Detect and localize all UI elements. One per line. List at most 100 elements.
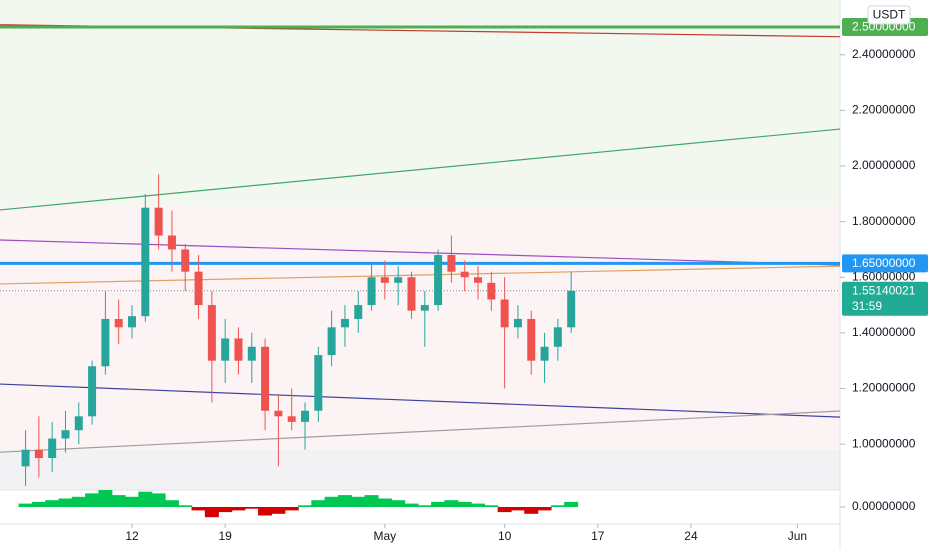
candle-body xyxy=(314,355,323,411)
x-tick-label: May xyxy=(374,529,397,543)
candle-body xyxy=(487,282,496,300)
oscillator-bar xyxy=(391,500,406,507)
oscillator-bar xyxy=(271,507,286,514)
trend-line xyxy=(0,128,840,211)
candle-body xyxy=(74,416,83,431)
oscillator-bar xyxy=(71,496,86,507)
oscillator-bar xyxy=(524,507,539,514)
candle-body xyxy=(194,271,203,306)
candle-body xyxy=(274,410,283,417)
oscillator-bar xyxy=(337,495,352,507)
candle-body xyxy=(567,290,576,328)
candle-body xyxy=(234,338,243,361)
y-tick-label: 1.20000000 xyxy=(852,381,916,395)
candle-body xyxy=(261,346,270,411)
oscillator-bar xyxy=(510,507,525,511)
trend-line xyxy=(0,410,840,453)
candle-body xyxy=(128,316,137,328)
countdown-label: 31:59 xyxy=(852,299,882,313)
oscillator-bar xyxy=(58,498,73,507)
oscillator-bar xyxy=(497,507,512,513)
oscillator-bar xyxy=(18,503,33,507)
candle-body xyxy=(434,255,443,306)
y-tick-label: 0.00000000 xyxy=(852,499,916,513)
currency-box xyxy=(867,5,911,25)
candle-body xyxy=(367,277,376,306)
y-tick-label: 2.20000000 xyxy=(852,103,916,117)
oscillator-bar xyxy=(431,501,446,507)
oscillator-bar xyxy=(311,500,326,507)
oscillator-bar xyxy=(31,501,46,507)
currency-label: USDT xyxy=(873,8,906,22)
candle-body xyxy=(354,305,363,319)
oscillator-bar xyxy=(537,507,552,511)
candle-body xyxy=(394,277,403,283)
candle-body xyxy=(34,449,43,459)
candle-body xyxy=(101,318,110,367)
zone-middle xyxy=(0,205,840,450)
candle-body xyxy=(540,346,549,361)
oscillator-bar xyxy=(258,507,273,516)
trend-line xyxy=(0,265,840,285)
candle-body xyxy=(407,277,416,311)
x-tick-label: 24 xyxy=(684,529,698,543)
oscillator-bar xyxy=(164,500,179,507)
candle-body xyxy=(154,207,163,236)
candle-body xyxy=(460,271,469,278)
oscillator-bar xyxy=(204,507,219,518)
oscillator-bar xyxy=(111,495,126,507)
x-tick-label: 19 xyxy=(218,529,232,543)
oscillator-bar xyxy=(564,501,579,507)
oscillator-bar xyxy=(484,505,499,507)
candle-body xyxy=(21,449,30,467)
candle-body xyxy=(340,318,349,328)
x-tick-label: 17 xyxy=(591,529,605,543)
candle-body xyxy=(114,318,123,328)
candle-body xyxy=(500,299,509,328)
oscillator xyxy=(18,490,579,518)
oscillator-bar xyxy=(151,493,166,507)
oscillator-bar xyxy=(351,496,366,507)
y-tick-label: 2.40000000 xyxy=(852,47,916,61)
drawings xyxy=(0,24,840,453)
oscillator-bar xyxy=(324,496,339,507)
oscillator-bar xyxy=(125,496,140,507)
oscillator-bar xyxy=(85,493,100,507)
candle-body xyxy=(88,366,97,417)
oscillator-bar xyxy=(444,500,459,507)
candle-body xyxy=(301,410,310,422)
oscillator-bar xyxy=(417,505,432,507)
last-price-box xyxy=(842,281,928,316)
candle-body xyxy=(447,255,456,272)
candle-body xyxy=(553,327,562,347)
oscillator-bar xyxy=(457,501,472,507)
x-tick-label: 10 xyxy=(498,529,512,543)
candle-body xyxy=(527,318,536,361)
price-label: 1.65000000 xyxy=(852,256,916,270)
candle-body xyxy=(221,338,230,361)
oscillator-bar xyxy=(45,500,60,507)
oscillator-bar xyxy=(298,505,313,507)
trend-line xyxy=(0,383,840,418)
candle-body xyxy=(474,277,483,283)
zone-lower xyxy=(0,450,840,490)
candle-body xyxy=(380,277,389,283)
oscillator-bar xyxy=(377,498,392,507)
y-tick-label: 1.00000000 xyxy=(852,436,916,450)
candle-body xyxy=(247,346,256,361)
candle-body xyxy=(167,235,176,250)
oscillator-bar xyxy=(471,503,486,507)
oscillator-bar xyxy=(138,491,153,507)
price-label-box xyxy=(842,254,928,273)
oscillator-bar xyxy=(364,495,379,507)
last-price-label: 1.55140021 xyxy=(852,283,916,297)
candle-body xyxy=(327,327,336,356)
x-tick-label: 12 xyxy=(125,529,139,543)
oscillator-bar xyxy=(178,505,193,507)
candles xyxy=(21,174,576,486)
candle-body xyxy=(287,416,296,422)
candle-body xyxy=(181,249,190,272)
oscillator-bar xyxy=(231,507,246,511)
candle-body xyxy=(48,438,57,459)
